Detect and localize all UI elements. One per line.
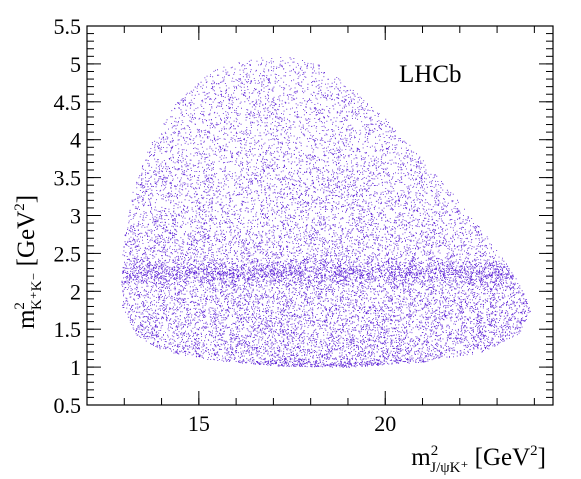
x-axis-label: m2 J/ψK⁺ [GeV2] [411,443,546,476]
scatter-points [121,57,531,368]
y-tick-label: 3.5 [54,166,82,191]
plot-frame [86,25,554,406]
y-tick-label: 4.5 [54,90,82,115]
y-tick-label: 1.5 [54,317,82,342]
y-tick-label: 0.5 [54,393,82,418]
y-tick-label: 3 [70,204,81,229]
y-tick-label: 2.5 [54,241,82,266]
x-tick-label: 15 [188,411,210,436]
y-axis-label: m2K⁺K⁻ [GeV2] [12,195,45,329]
tick-labels: 0.5 1 1.5 2 2.5 3 3.5 4 4.5 5 5.5 15 20 [54,14,397,436]
lhcb-annotation: LHCb [399,61,462,88]
y-tick-label: 2 [70,279,81,304]
y-tick-label: 1 [70,355,81,380]
y-tick-label: 4 [70,128,81,153]
x-tick-label: 20 [374,411,396,436]
y-tick-label: 5.5 [54,14,82,39]
scatter-point-cloud [121,57,531,368]
axis-ticks [86,25,553,406]
y-tick-label: 5 [70,52,81,77]
